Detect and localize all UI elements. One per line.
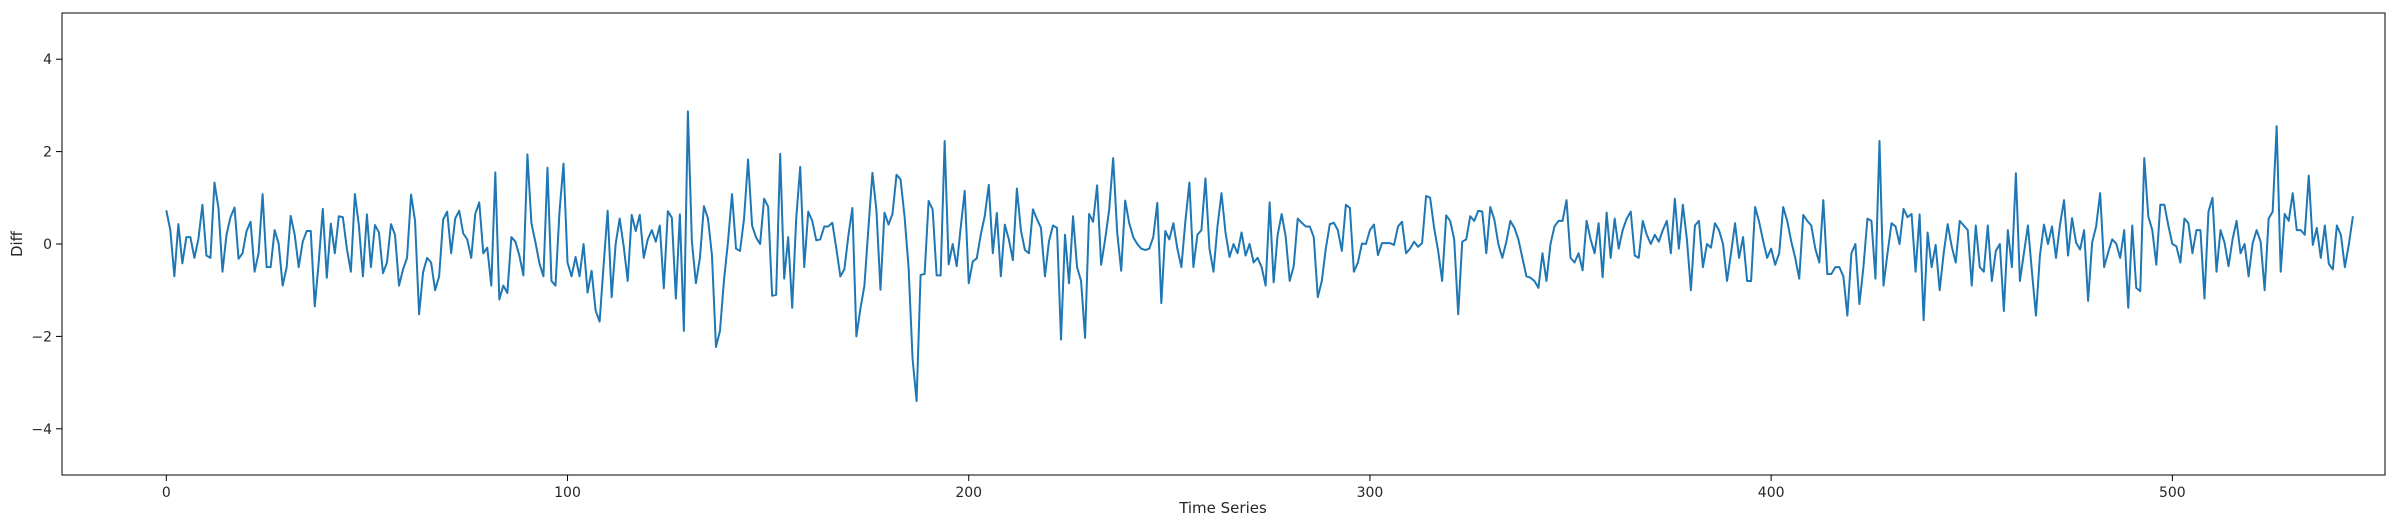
x-tick-label: 0	[162, 485, 171, 501]
x-tick-label: 400	[1758, 485, 1785, 501]
plot-area	[61, 12, 2386, 476]
y-axis-label: Diff	[8, 230, 26, 257]
x-axis: 0 100 200 300 400 500	[162, 475, 2186, 501]
y-tick-label: −4	[31, 422, 52, 438]
x-tick-label: 300	[1357, 485, 1384, 501]
y-tick-label: −2	[31, 329, 52, 345]
y-tick-label: 4	[43, 52, 52, 68]
series-line-0	[165, 110, 2354, 403]
y-tick-label: 0	[43, 237, 52, 253]
x-axis-label: Time Series	[1178, 499, 1267, 517]
plot-background	[62, 13, 2385, 475]
x-tick-label: 200	[955, 485, 982, 501]
series-layer	[165, 110, 2354, 403]
y-tick-label: 2	[43, 145, 52, 161]
y-axis: −4 −2 0 2 4	[31, 52, 62, 438]
x-tick-label: 100	[554, 485, 581, 501]
x-tick-label: 500	[2159, 485, 2186, 501]
